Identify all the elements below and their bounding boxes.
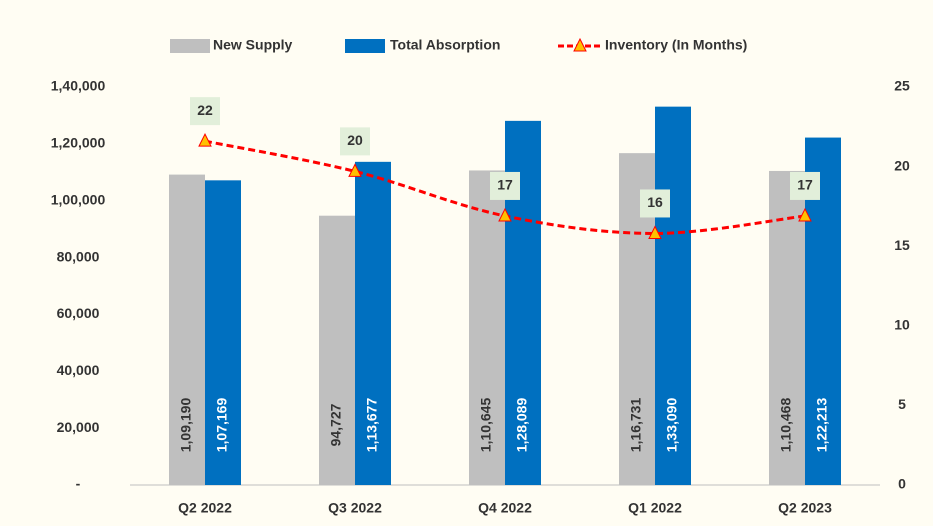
y-tick-label: 80,000 bbox=[57, 248, 100, 264]
bar bbox=[655, 106, 691, 486]
y-tick-label: 40,000 bbox=[57, 362, 100, 378]
label-box bbox=[490, 171, 520, 200]
line-value-label: 17 bbox=[797, 177, 813, 193]
y-tick-label: 60,000 bbox=[57, 305, 100, 321]
label-box bbox=[790, 171, 820, 200]
y-tick-label: 1,40,000 bbox=[51, 78, 106, 94]
y-tick-label: 20,000 bbox=[57, 419, 100, 435]
bar-value-label: 94,727 bbox=[328, 403, 344, 446]
y-tick-label: - bbox=[76, 476, 81, 492]
marker bbox=[648, 225, 662, 239]
bar-value-label: 1,28,089 bbox=[514, 398, 530, 453]
line-value-label: 22 bbox=[197, 102, 213, 118]
bar-value-label: 1,22,213 bbox=[814, 398, 830, 453]
x-tick-label: Q4 2022 bbox=[478, 500, 532, 516]
y2-tick-label: 0 bbox=[898, 476, 906, 492]
bar-value-label: 1,16,731 bbox=[628, 398, 644, 453]
bar-value-label: 1,10,645 bbox=[478, 398, 494, 453]
marker bbox=[798, 207, 812, 222]
label-box bbox=[640, 189, 670, 218]
bar-value-label: 1,07,169 bbox=[214, 398, 230, 453]
bar bbox=[319, 215, 355, 486]
line-value-label: 16 bbox=[647, 194, 663, 210]
legend-label: New Supply bbox=[213, 37, 293, 53]
marker bbox=[498, 207, 512, 222]
label-box bbox=[340, 127, 370, 156]
y2-tick-label: 20 bbox=[894, 157, 910, 173]
bar bbox=[205, 180, 241, 485]
marker bbox=[198, 133, 212, 147]
bar bbox=[355, 161, 391, 486]
x-tick-label: Q1 2022 bbox=[628, 500, 682, 516]
bar bbox=[169, 174, 205, 485]
x-tick-label: Q3 2022 bbox=[328, 500, 382, 516]
bar-value-label: 1,10,468 bbox=[778, 398, 794, 453]
legend-swatch bbox=[345, 39, 385, 53]
y-tick-label: 1,20,000 bbox=[51, 135, 106, 151]
x-tick-label: Q2 2023 bbox=[778, 500, 832, 516]
y2-tick-label: 25 bbox=[894, 78, 910, 94]
legend-label: Inventory (In Months) bbox=[605, 37, 747, 53]
bar bbox=[469, 170, 505, 485]
bar bbox=[769, 170, 805, 485]
legend-label: Total Absorption bbox=[390, 37, 500, 53]
legend-marker bbox=[573, 37, 587, 52]
label-box bbox=[190, 97, 220, 126]
y2-tick-label: 5 bbox=[898, 396, 906, 412]
bar-value-label: 1,09,190 bbox=[178, 398, 194, 453]
legend-swatch bbox=[170, 39, 210, 53]
y2-tick-label: 15 bbox=[894, 237, 910, 253]
x-tick-label: Q2 2022 bbox=[178, 500, 232, 516]
line-value-label: 20 bbox=[347, 132, 363, 148]
marker bbox=[348, 163, 362, 177]
y-tick-label: 1,00,000 bbox=[51, 191, 106, 207]
y2-tick-label: 10 bbox=[894, 317, 910, 333]
line-value-label: 17 bbox=[497, 177, 513, 193]
bar-value-label: 1,13,677 bbox=[364, 398, 380, 453]
bar-value-label: 1,33,090 bbox=[664, 398, 680, 453]
